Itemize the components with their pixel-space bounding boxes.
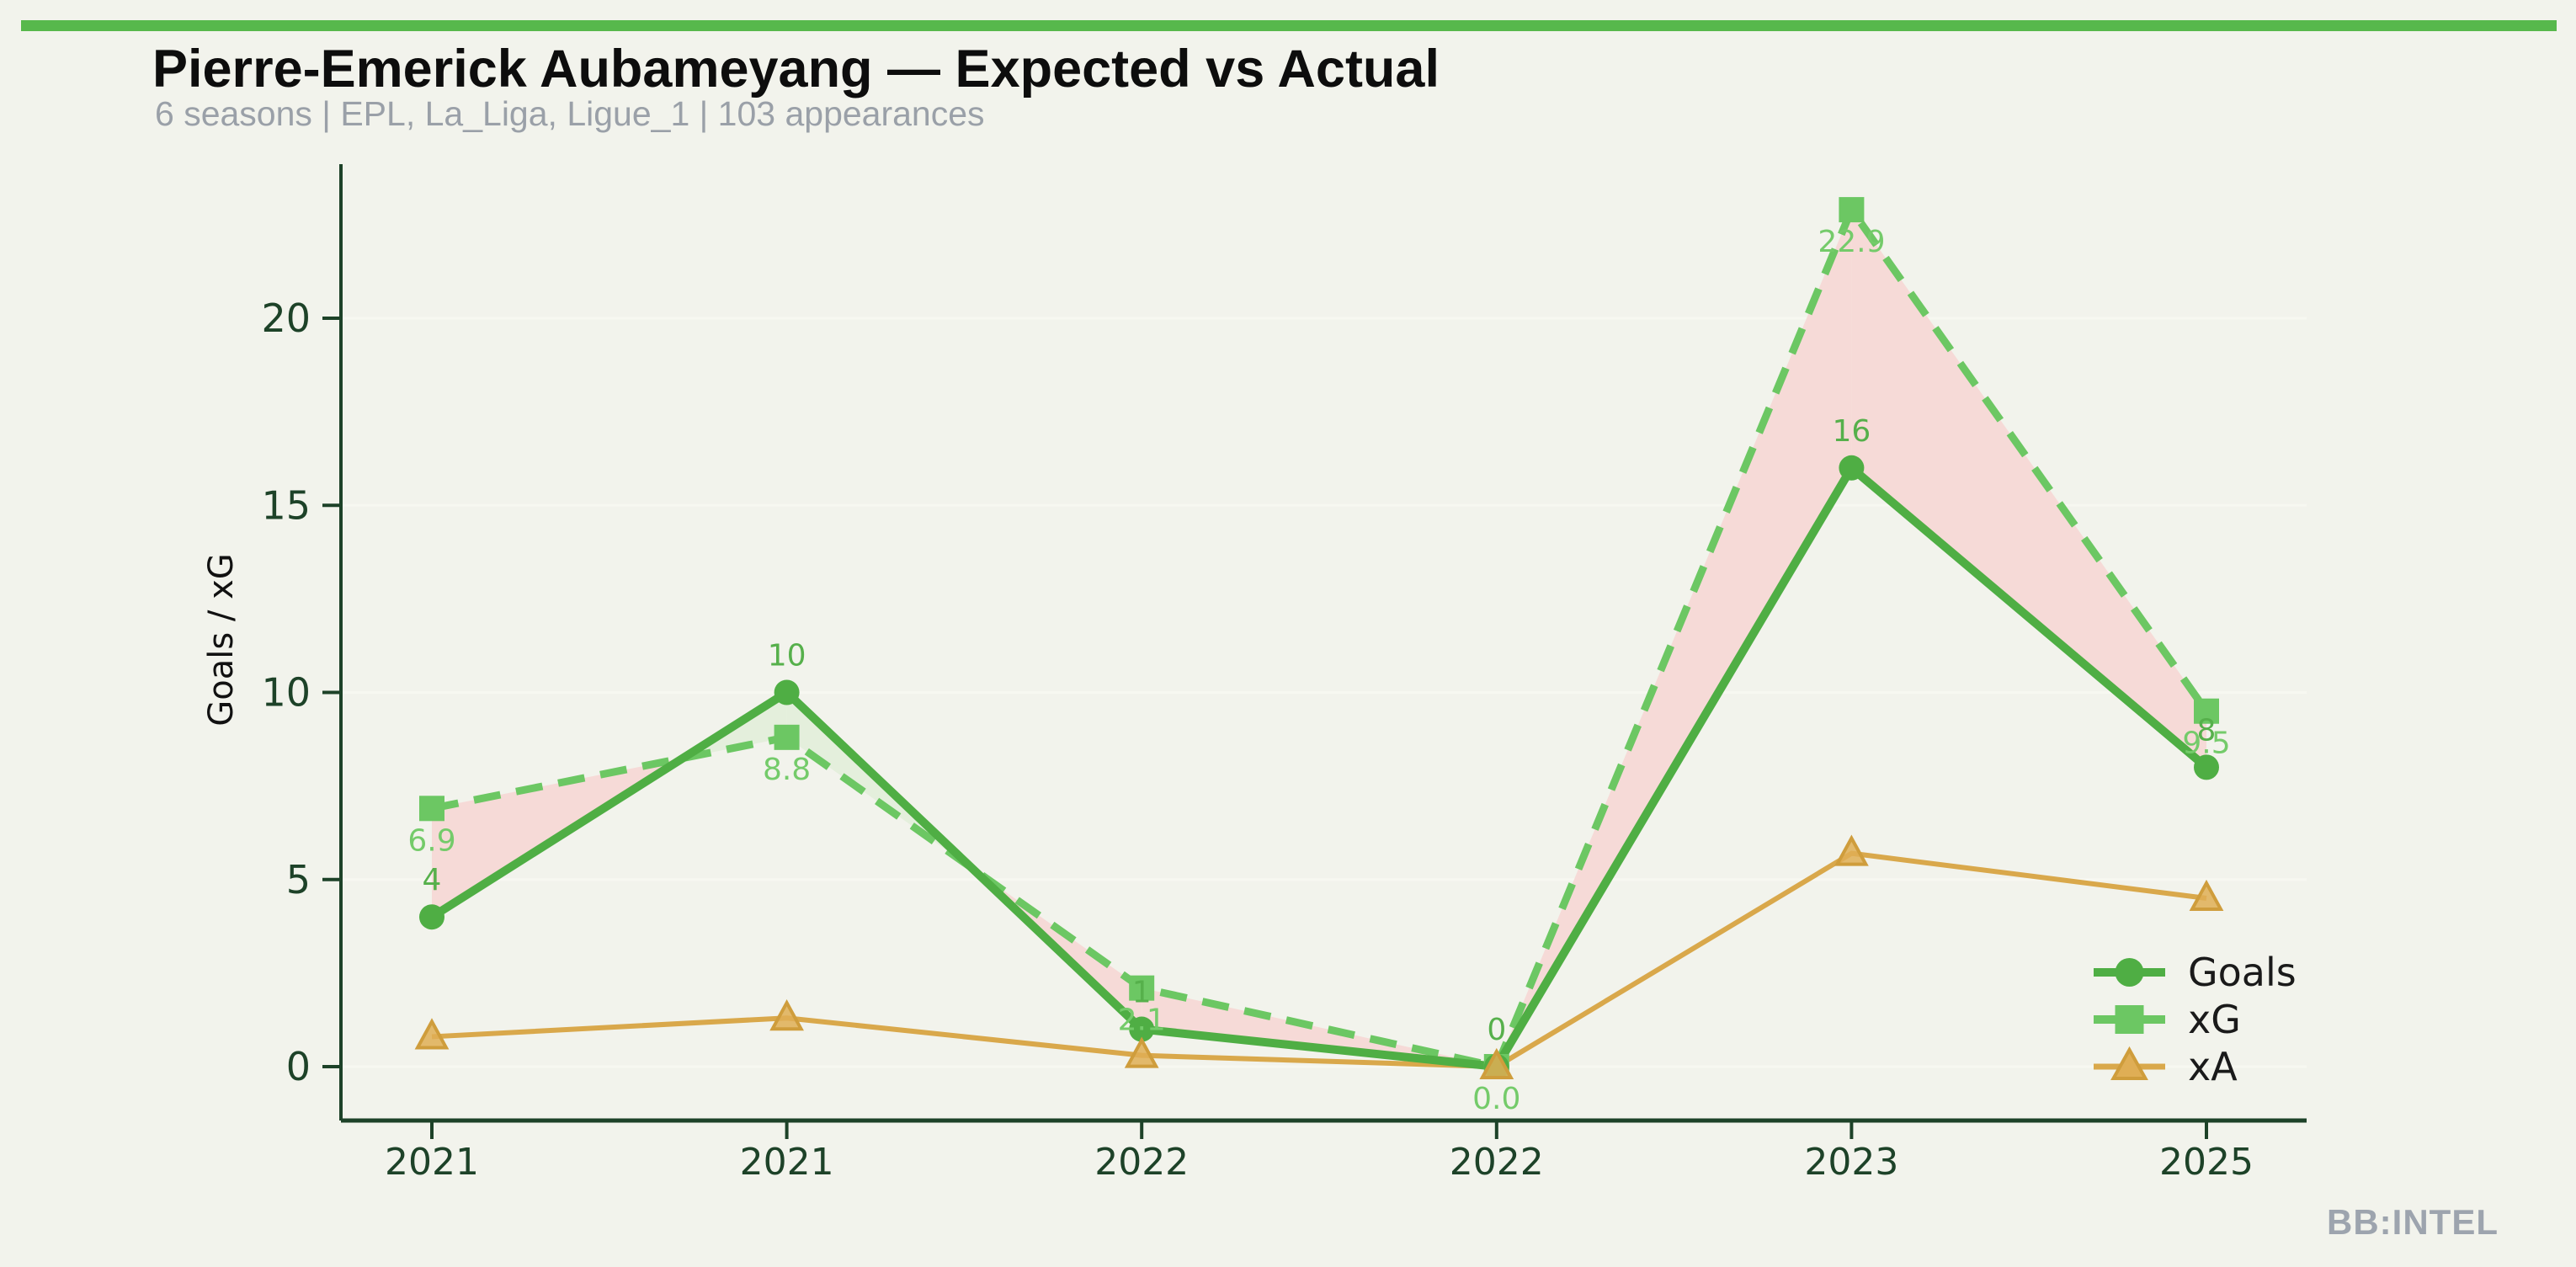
goals-line [429,463,2210,1071]
legend-label-xA: xA [2188,1044,2238,1089]
goals-marker-2 [1129,1016,1155,1042]
xa-marker-4 [1834,834,1869,866]
x-tick-label-2: 2022 [1094,1141,1189,1184]
xg-marker-0 [419,796,444,822]
xg-marker-2 [1129,975,1155,1001]
goals-value-label-2: 1 [1132,976,1152,1010]
goals-marker-0 [419,904,444,930]
xg-marker-5 [2194,698,2219,724]
y-tick-label-10: 10 [261,670,311,716]
y-tick-label-20: 20 [261,295,311,341]
legend-triangle-icon [2110,1046,2148,1080]
legend-label-Goals: Goals [2188,950,2297,995]
page-title: Pierre-Emerick Aubameyang — Expected vs … [152,40,1440,98]
watermark-logo: BB:INTEL [2327,1202,2499,1242]
goals-value-label-5: 8 [2197,713,2217,748]
xg-marker-4 [1839,197,1865,223]
xg-value-label-2: 2.1 [1118,1003,1166,1038]
xa-marker-5 [2189,879,2224,911]
x-tick-label-1: 2021 [740,1141,834,1184]
xa-line [431,850,2207,1069]
legend-square-icon [2115,1005,2144,1034]
xa-marker-3 [1479,1047,1514,1079]
xa-marker-1 [769,999,804,1031]
goals-marker-5 [2194,754,2219,780]
xg-value-label-0: 6.9 [407,823,455,858]
goals-value-label-3: 0 [1487,1013,1506,1047]
fill-underperformance [1851,210,2206,768]
xg-value-label-4: 22.9 [1818,225,1885,259]
x-tick-label-4: 2023 [1804,1141,1898,1184]
fill-underperformance [1142,988,1497,1067]
page-subtitle: 6 seasons | EPL, La_Liga, Ligue_1 | 103 … [155,94,985,133]
goals-value-label-1: 10 [768,639,806,673]
legend-label-xG: xG [2188,997,2241,1042]
x-tick-label-0: 2021 [385,1141,479,1184]
goals-value-label-4: 16 [1832,414,1871,449]
goals-value-label-0: 4 [423,863,442,897]
y-tick-label-0: 0 [286,1044,311,1089]
x-tick-label-3: 2022 [1450,1141,1544,1184]
y-tick-label-5: 5 [286,857,311,902]
xg-value-label-5: 9.5 [2182,727,2230,761]
goals-marker-1 [774,679,800,705]
y-tick-label-15: 15 [261,482,311,528]
xg-line [431,205,2210,1071]
header-accent-bar [21,20,2557,31]
legend-circle-icon [2115,958,2144,987]
xg-value-label-1: 8.8 [763,753,811,787]
xa-marker-2 [1124,1036,1159,1068]
xg-value-label-3: 0.0 [1472,1082,1520,1116]
goals-marker-4 [1839,455,1865,481]
x-tick-label-5: 2025 [2159,1141,2254,1184]
y-axis-title: Goals / xG [202,553,241,727]
xa-marker-0 [414,1018,450,1050]
xg-marker-1 [774,724,800,750]
